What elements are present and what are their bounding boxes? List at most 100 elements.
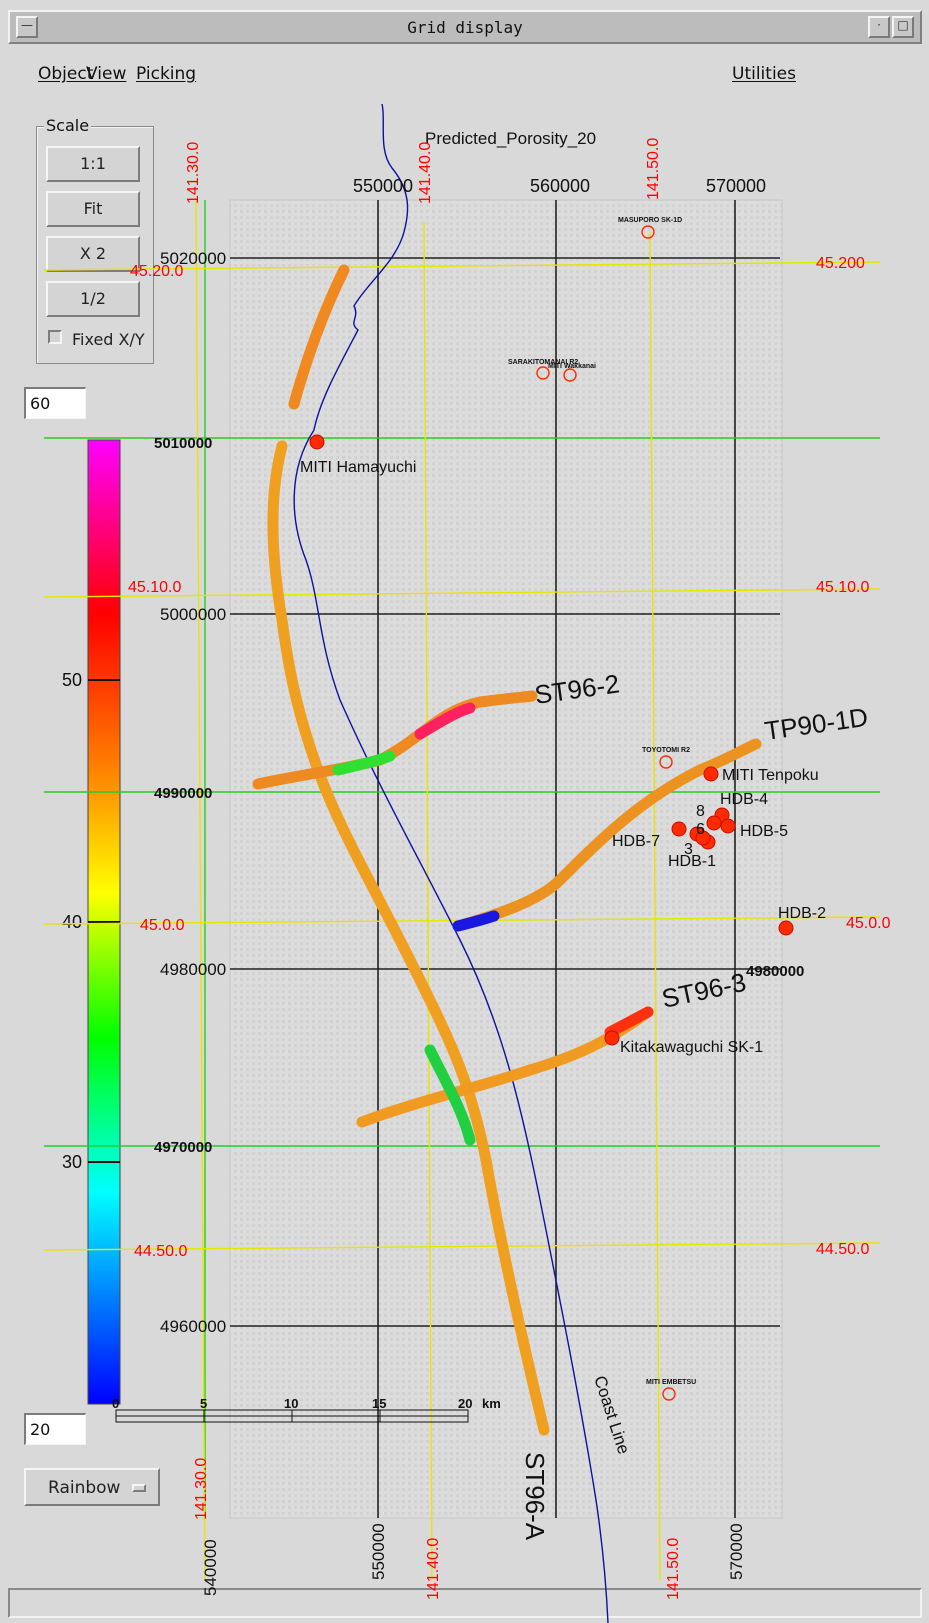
green-grid [44, 200, 880, 1518]
well-label-toyotomi: TOYOTOMI R2 [642, 747, 690, 754]
x-bottom-label-540000: 540000 [201, 1539, 220, 1596]
coast-line [293, 103, 609, 1623]
graticule-parallel [43, 1242, 881, 1251]
colorbar-max-field[interactable]: 60 [24, 387, 86, 419]
lat-label-right-45-0: 45.0.0 [846, 915, 891, 932]
colorbar-label-40: 40 [62, 912, 82, 932]
scale-group [36, 126, 154, 364]
line-label-st96-a: ST96-A [520, 1452, 550, 1541]
maximize-icon: □ [897, 18, 909, 32]
window-menu-button[interactable]: — [16, 16, 38, 38]
well-marker [695, 830, 711, 846]
well-marker [536, 366, 550, 380]
scale-1-1-button[interactable]: 1:1 [46, 146, 140, 182]
track-segment-blue [452, 910, 500, 932]
scale-group-label: Scale [44, 116, 92, 135]
menu-utilities[interactable]: Utilities [732, 64, 796, 84]
minor-wells[interactable] [536, 225, 676, 1401]
right-label-4980000: 4980000 [746, 963, 804, 980]
well-marker [706, 815, 722, 831]
major-wells[interactable] [309, 434, 794, 1046]
well-label-miti-hamayuchi: MITI Hamayuchi [300, 459, 416, 476]
colorbar-min-field[interactable]: 20 [24, 1413, 86, 1445]
graticule-meridian [423, 221, 433, 1581]
track-st96-2 [252, 690, 538, 790]
well-label-masuporo: MASUPORO SK-1D [618, 217, 682, 224]
scale-bar [115, 1409, 469, 1423]
lat-label-right-45-10: 45.10.0 [816, 579, 869, 596]
scale-fit-button[interactable]: Fit [46, 191, 140, 227]
well-number-8: 8 [696, 803, 705, 820]
well-label-hdb-5: HDB-5 [740, 823, 788, 840]
well-marker [604, 1030, 620, 1046]
utm-grid [230, 200, 780, 1518]
well-label-kitakawaguchi: Kitakawaguchi SK-1 [620, 1039, 763, 1056]
well-label-hdb-4: HDB-4 [720, 791, 768, 808]
palette-button-label: Rainbow [48, 1478, 121, 1498]
track-segment-green [332, 750, 396, 776]
colorbar-ticks [88, 679, 120, 1163]
well-marker [662, 1387, 676, 1401]
scale-tick-5: 5 [200, 1396, 207, 1411]
lat-label-right-44-50: 44.50.0 [816, 1241, 869, 1258]
well-marker [641, 225, 655, 239]
lat-label-left-45-10: 45.10.0 [128, 579, 181, 596]
well-label-hdb-1: HDB-1 [668, 853, 716, 870]
well-number-6: 6 [696, 821, 705, 838]
menu-object[interactable]: Object [38, 64, 94, 84]
fixed-xy-checkbox[interactable] [48, 330, 62, 344]
y-label-5010000: 5010000 [154, 435, 212, 452]
map-area[interactable] [229, 199, 783, 1519]
title-bar[interactable]: — Grid display · □ [8, 10, 922, 44]
y-label-4960000: 4960000 [160, 1317, 226, 1336]
lon-label-top-141-50: 141.50.0 [645, 138, 662, 200]
option-menu-indicator-icon [132, 1484, 146, 1492]
window-menu-icon: — [21, 18, 33, 32]
lat-label-left-45-20: 45.20.0 [130, 263, 183, 280]
track-north [288, 264, 350, 410]
track-st96-a [267, 440, 550, 1436]
scale-half-button[interactable]: 1/2 [46, 281, 140, 317]
lat-label-right-45-20: 45.200 [816, 255, 865, 272]
scale-tick-10: 10 [284, 1396, 298, 1411]
x-label-570000: 570000 [706, 176, 766, 196]
scale-x2-button[interactable]: X 2 [46, 236, 140, 272]
well-marker [671, 821, 687, 837]
y-label-5000000: 5000000 [160, 605, 226, 624]
status-bar [8, 1588, 922, 1618]
lon-label-bottom-141-50: 141.50.0 [665, 1538, 682, 1600]
fixed-xy-label: Fixed X/Y [72, 330, 145, 349]
well-label-sarakitomanai: SARAKITOMANAI R2 [508, 359, 578, 366]
scale-tick-15: 15 [372, 1396, 386, 1411]
x-label-560000: 560000 [530, 176, 590, 196]
minimize-icon: · [877, 18, 881, 32]
x-label-550000: 550000 [353, 176, 413, 196]
well-label-miti-wakkanai: MITI Wakkanai [548, 363, 596, 370]
well-label-miti-embetsu: MITI EMBETSU [646, 1379, 696, 1386]
track-tp90-1d [452, 738, 762, 932]
well-number-3: 3 [684, 841, 693, 858]
minimize-button[interactable]: · [868, 16, 890, 38]
menu-picking[interactable]: Picking [136, 64, 197, 84]
menu-view[interactable]: View [86, 64, 127, 84]
track-segment-green-2 [424, 1044, 476, 1146]
well-label-hdb-7: HDB-7 [612, 833, 660, 850]
track-segment-magenta [414, 702, 476, 740]
lon-label-bottom-141-30: 141.30.0 [193, 1458, 210, 1520]
lon-label-top-141-30: 141.30.0 [185, 142, 202, 204]
menu-bar: Object View Picking Utilities [10, 56, 920, 94]
well-label-miti-tenpoku: MITI Tenpoku [722, 767, 819, 784]
scale-tick-20: 20 [458, 1396, 472, 1411]
well-marker [703, 766, 719, 782]
maximize-button[interactable]: □ [892, 16, 914, 38]
graticule-meridian [649, 231, 661, 1581]
y-label-4970000: 4970000 [154, 1139, 212, 1156]
well-marker [659, 755, 673, 769]
x-bottom-label-550000: 550000 [369, 1523, 388, 1580]
palette-button[interactable]: Rainbow [24, 1468, 160, 1506]
map-title: Predicted_Porosity_20 [425, 129, 596, 148]
well-marker [563, 368, 577, 382]
y-label-4990000: 4990000 [154, 785, 212, 802]
